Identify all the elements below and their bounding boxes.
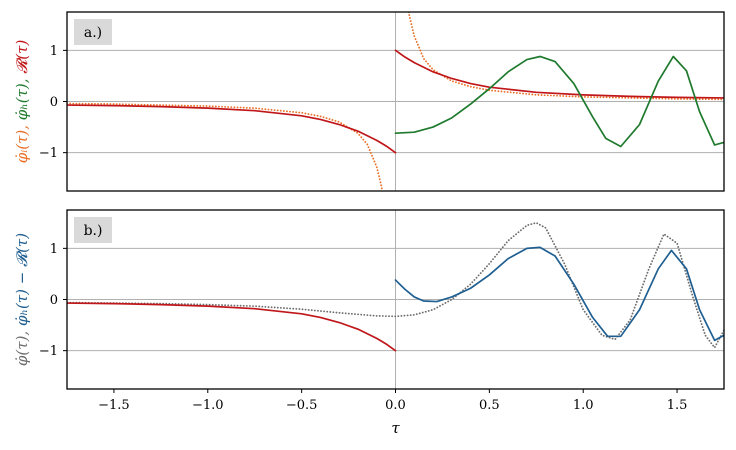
y-axis-label: φ̇(τ), φ̇ₕ(τ) − 𝓡(τ)	[13, 233, 31, 366]
x-tick-label: 0.5	[479, 398, 500, 413]
series-line-3	[394, 49, 724, 99]
x-tick-label: 1.0	[573, 398, 594, 413]
y-tick-label: 0	[50, 293, 58, 308]
y-tick-label: 1	[50, 242, 58, 257]
panel-tag: b.)	[84, 223, 103, 239]
series-line-1	[67, 302, 397, 352]
x-axis-label: τ	[391, 419, 400, 437]
panel-tag-box	[74, 217, 112, 243]
panel-b: −1 0 1 −1.5 −1.0 −0.5 0.0 0.5 1.0 1.5 τ b.) φ̇(τ), φ…	[13, 209, 725, 437]
series-line-1	[407, 12, 724, 101]
y-axis-label: φ̇ᵢ(τ), φ̇ₕ(τ), 𝓡(τ)	[13, 40, 31, 164]
y-tick-label: −1	[39, 344, 58, 359]
x-tick-label: 1.5	[667, 398, 688, 413]
y-axis-label-part: φ̇(τ),	[13, 326, 31, 366]
x-tick-label: −0.5	[286, 398, 318, 413]
y-tick-label: −1	[39, 146, 58, 161]
panel-a: −1 0 1 a.) φ̇ᵢ(τ), φ̇ₕ(τ), 𝓡(τ)	[13, 11, 725, 192]
y-axis-label-part: φ̇ᵢ(τ),	[13, 120, 31, 163]
series-line-2	[67, 104, 397, 154]
x-tick-label: −1.5	[98, 398, 130, 413]
series-line-0	[67, 221, 724, 349]
y-axis-label-part: 𝓡(τ)	[13, 40, 31, 74]
series-group	[67, 12, 724, 191]
series-line-0	[67, 102, 384, 191]
series-line-4	[394, 55, 724, 148]
y-axis-label-part: φ̇ₕ(τ),	[13, 74, 31, 121]
y-axis-label-part: φ̇ₕ(τ) − 𝓡(τ)	[13, 233, 31, 326]
x-tick-label: 0.0	[385, 398, 406, 413]
y-tick-label: 0	[50, 95, 58, 110]
panel-tag-box	[74, 19, 112, 45]
panel-tag: a.)	[84, 25, 102, 41]
series-group	[67, 221, 724, 352]
x-tick-label: −1.0	[192, 398, 224, 413]
series-line-2	[394, 246, 724, 342]
y-tick-label: 1	[50, 44, 58, 59]
